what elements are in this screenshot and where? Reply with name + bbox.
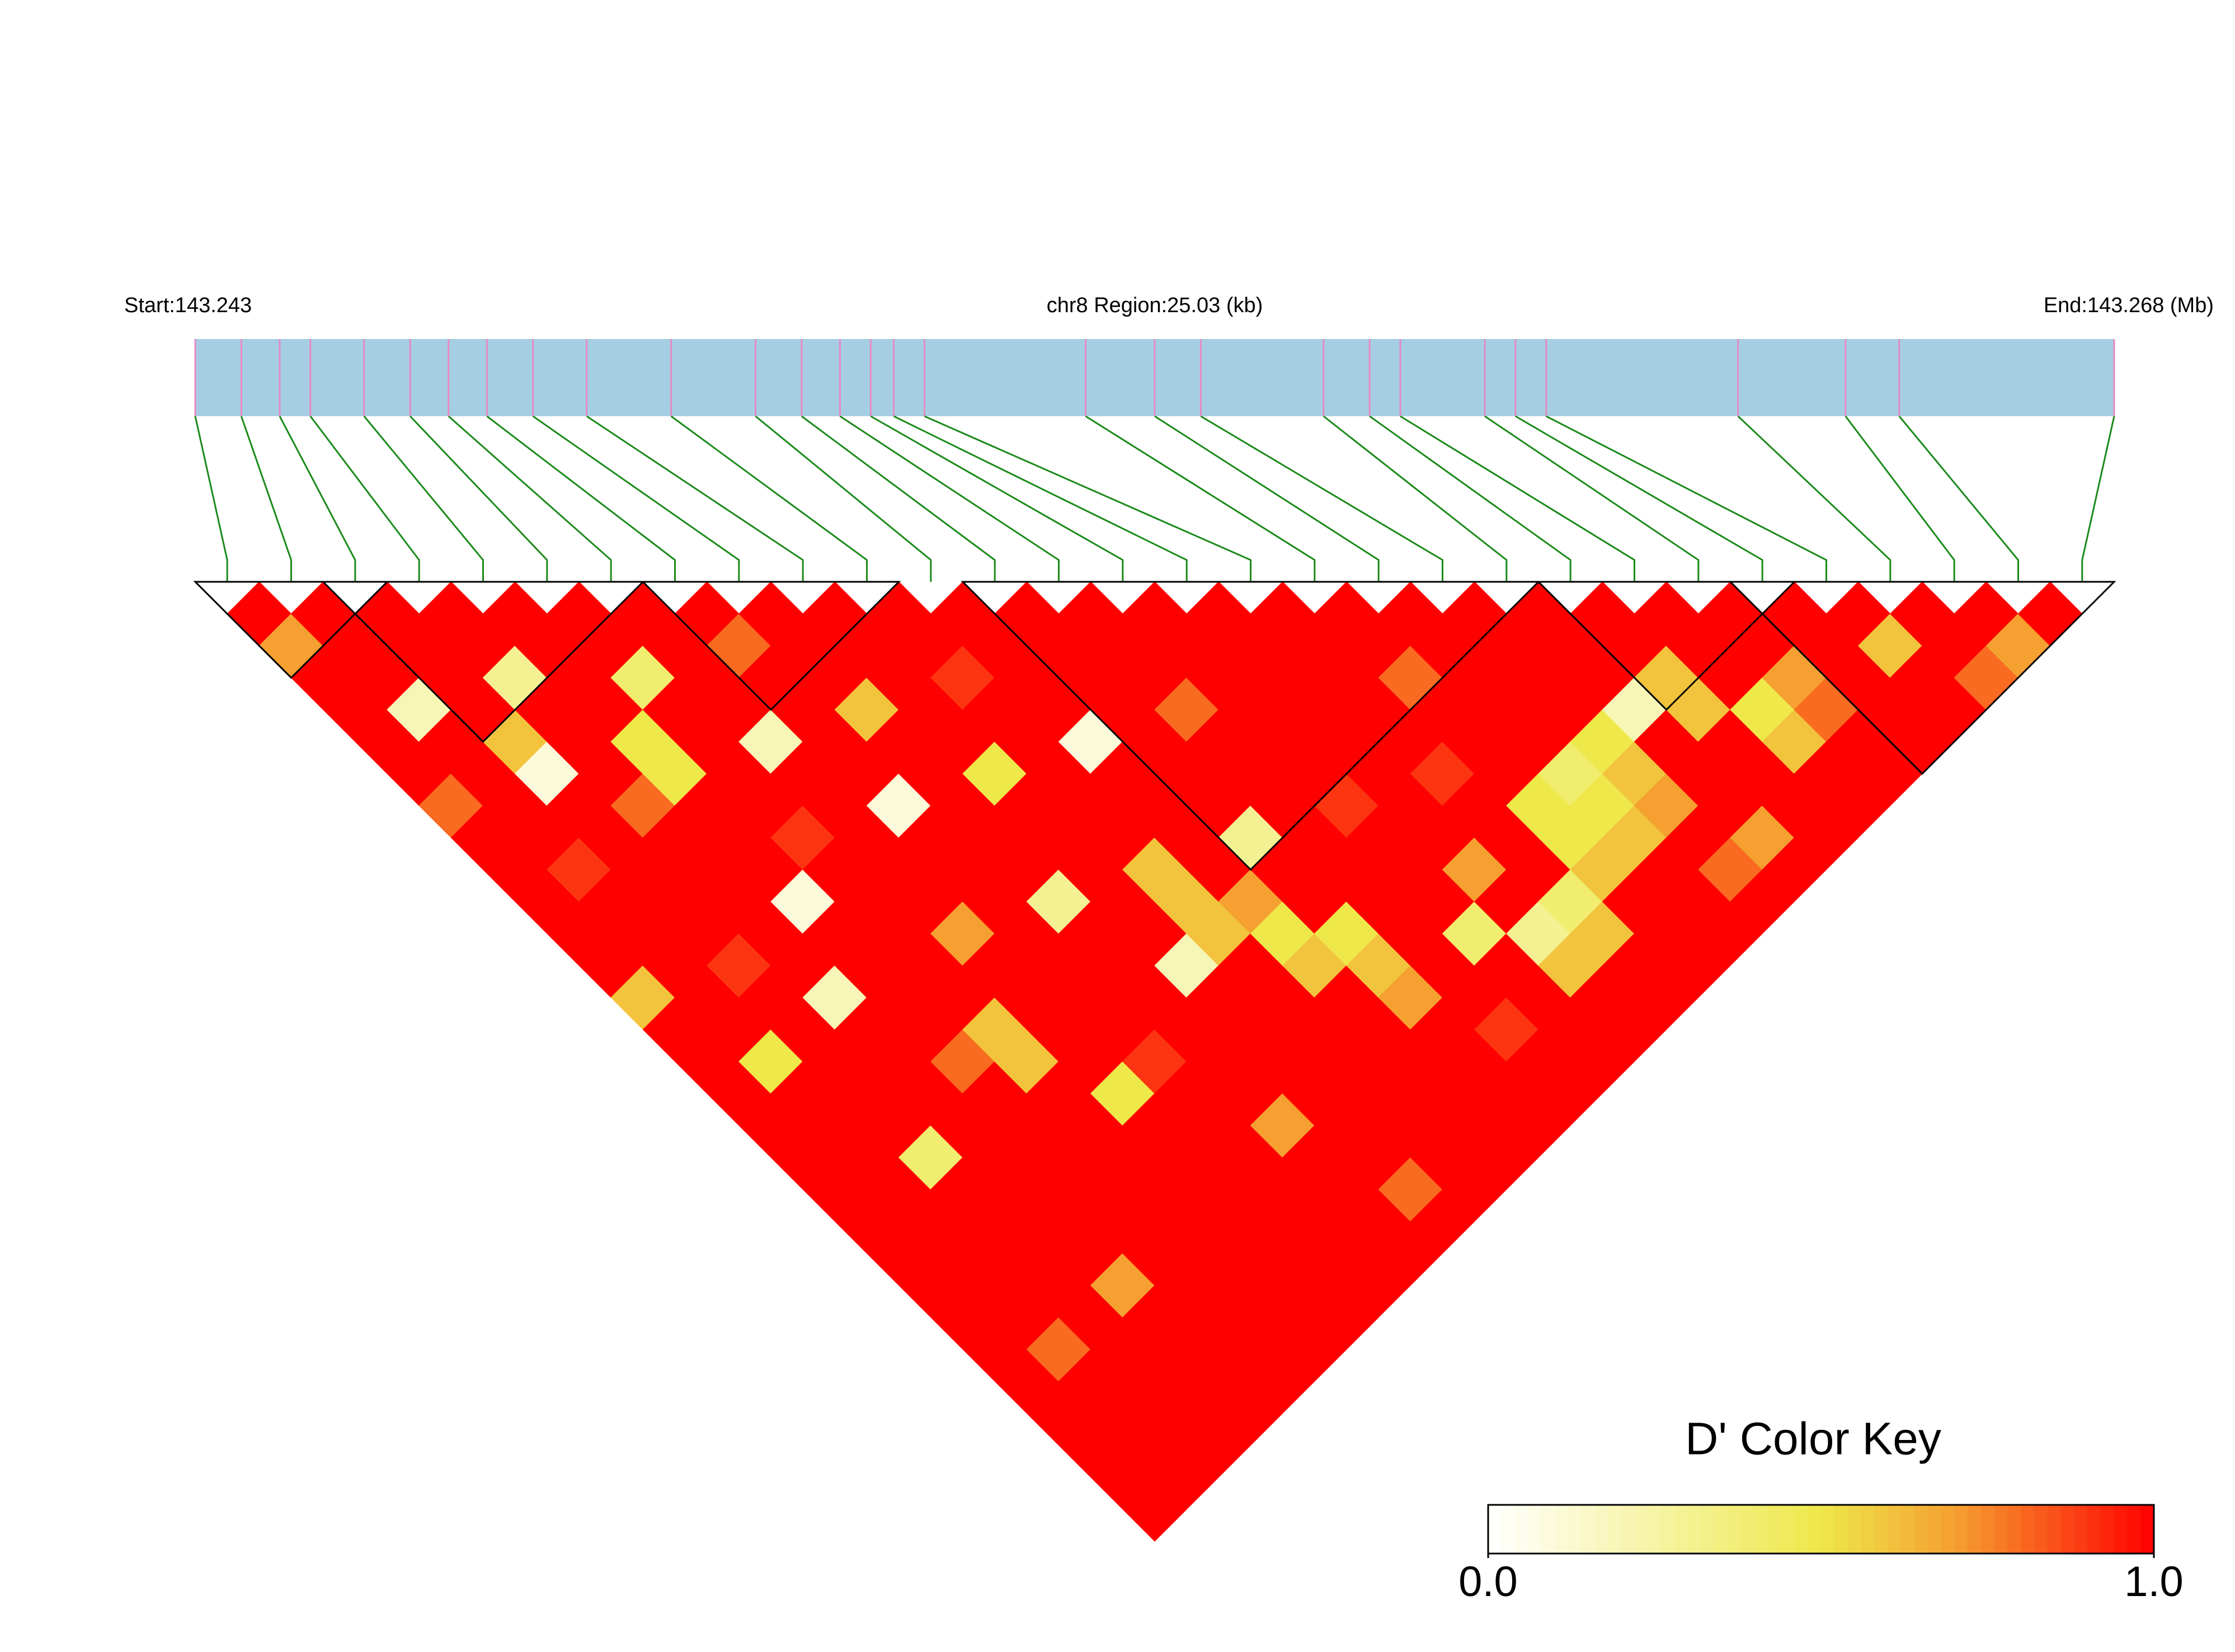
snp-connector (1085, 415, 1316, 582)
snp-connector (670, 415, 868, 582)
key-swatch (1568, 1505, 1582, 1554)
snp-connector (1154, 415, 1380, 582)
snp-connector (839, 415, 1060, 582)
key-swatch (1754, 1505, 1768, 1554)
key-swatch (2060, 1505, 2075, 1554)
snp-connector (586, 415, 804, 582)
key-swatch (1874, 1505, 1888, 1554)
key-title: D' Color Key (1685, 1414, 1941, 1465)
key-swatch (2047, 1505, 2062, 1554)
snp-connector (1737, 415, 1891, 582)
key-swatch (1634, 1505, 1649, 1554)
snp-connector (309, 416, 420, 582)
region-label: chr8 Region:25.03 (kb) (1047, 294, 1263, 317)
key-swatch (1541, 1505, 1555, 1554)
snp-connector (893, 415, 1188, 582)
ld-block (1536, 581, 1796, 711)
key-swatch (2127, 1505, 2142, 1554)
key-tick-label: 0.0 (1458, 1558, 1518, 1606)
snp-connector (240, 416, 292, 582)
snp-connector (1546, 415, 1827, 582)
snp-connector (486, 415, 676, 582)
ld-block (321, 581, 645, 743)
key-swatch (1555, 1505, 1569, 1554)
key-swatch (1661, 1505, 1676, 1554)
snp-connector (448, 415, 612, 582)
key-swatch (1514, 1505, 1529, 1554)
key-swatch (2074, 1505, 2088, 1554)
snp-connector (755, 415, 932, 582)
key-swatch (2140, 1505, 2154, 1554)
key-swatch (1834, 1505, 1848, 1554)
key-swatch (1581, 1505, 1596, 1554)
start-label: Start:143.243 (124, 294, 252, 317)
key-swatch (1608, 1505, 1622, 1554)
key-swatch (1794, 1505, 1809, 1554)
key-tick-label: 1.0 (2124, 1558, 2184, 1606)
key-swatch (1941, 1505, 1955, 1554)
key-swatch (1888, 1505, 1902, 1554)
snp-connector (870, 415, 1124, 582)
key-swatch (2114, 1505, 2128, 1554)
key-swatch (1528, 1505, 1542, 1554)
snp-connector (1515, 415, 1763, 582)
snp-connector (1200, 415, 1443, 582)
key-swatch (1967, 1505, 1982, 1554)
ld-block (193, 581, 389, 679)
key-swatch (1781, 1505, 1795, 1554)
key-swatch (1994, 1505, 2008, 1554)
key-swatch (1488, 1505, 1502, 1554)
snp-connector (924, 415, 1251, 582)
key-swatch (1701, 1505, 1715, 1554)
key-swatch (2087, 1505, 2101, 1554)
key-swatch (1927, 1505, 1942, 1554)
snp-connector (194, 416, 228, 582)
key-swatch (1900, 1505, 1915, 1554)
key-swatch (1648, 1505, 1662, 1554)
key-swatch (1728, 1505, 1742, 1554)
snp-connector (1323, 415, 1508, 582)
key-swatch (1714, 1505, 1729, 1554)
key-swatch (2100, 1505, 2115, 1554)
key-swatch (1808, 1505, 1822, 1554)
snp-connector (1400, 415, 1635, 582)
key-swatch (1501, 1505, 1516, 1554)
snp-connector (2081, 416, 2115, 582)
key-swatch (1954, 1505, 1968, 1554)
snp-connector (1845, 416, 1955, 582)
key-swatch (1821, 1505, 1835, 1554)
key-swatch (2021, 1505, 2035, 1554)
snp-connector (532, 415, 740, 582)
key-frame (1487, 1504, 2155, 1555)
snp-connector (801, 415, 996, 582)
key-swatch (2007, 1505, 2021, 1554)
key-swatch (1847, 1505, 1862, 1554)
ld-block (641, 581, 901, 711)
snp-connector (410, 415, 548, 582)
end-label: End:143.268 (Mb) (2044, 294, 2214, 317)
snp-connector (363, 416, 484, 582)
key-swatch (1674, 1505, 1688, 1554)
key-swatch (1914, 1505, 1928, 1554)
snp-connector (1484, 415, 1700, 582)
key-swatch (2034, 1505, 2048, 1554)
ld-block (961, 581, 1541, 871)
key-swatch (1688, 1505, 1702, 1554)
key-swatch (1861, 1505, 1875, 1554)
key-swatch (1741, 1505, 1755, 1554)
snp-connector (1898, 416, 2019, 582)
snp-connector (279, 416, 356, 582)
key-swatch (1767, 1505, 1782, 1554)
key-swatch (1621, 1505, 1635, 1554)
ld-block (1728, 581, 2116, 775)
snp-connector (1369, 415, 1571, 582)
key-swatch (1980, 1505, 1995, 1554)
key-swatch (1594, 1505, 1609, 1554)
